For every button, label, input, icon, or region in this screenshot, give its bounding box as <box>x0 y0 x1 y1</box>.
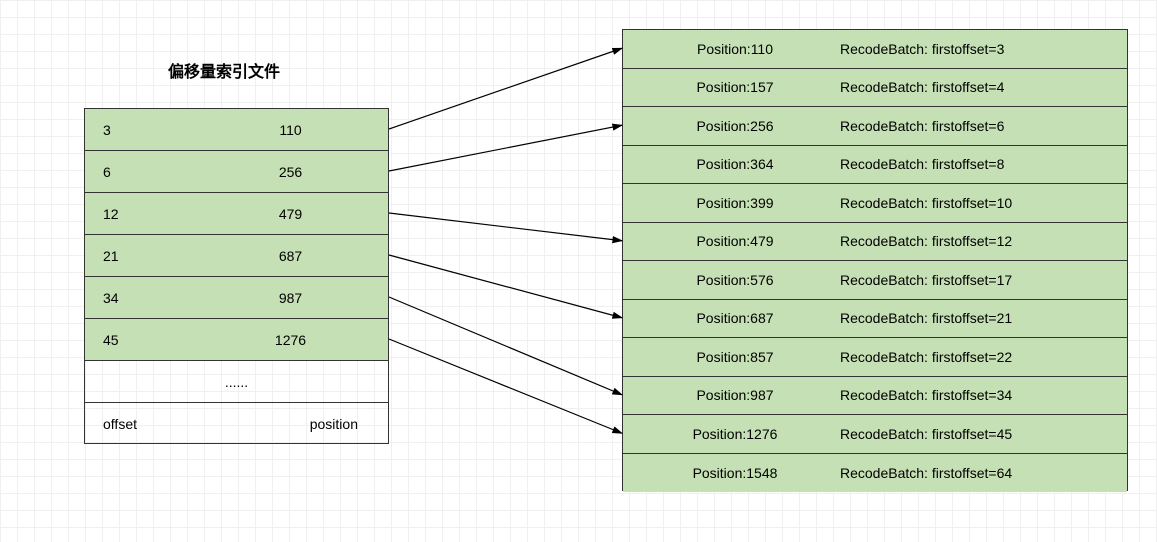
table-row: Position:576 RecodeBatch: firstoffset=17 <box>623 261 1127 300</box>
table-row: Position:364 RecodeBatch: firstoffset=8 <box>623 146 1127 185</box>
table-row: Position:1548 RecodeBatch: firstoffset=6… <box>623 454 1127 493</box>
ellipsis-label: ...... <box>225 374 248 390</box>
diagram-title: 偏移量索引文件 <box>168 58 280 82</box>
position-cell: 256 <box>193 164 388 180</box>
table-row: 12 479 <box>85 193 388 235</box>
mapping-arrow <box>389 125 622 171</box>
position-label: Position:1548 <box>670 465 800 481</box>
table-row: 21 687 <box>85 235 388 277</box>
offset-cell: 3 <box>85 122 193 138</box>
batch-label: RecodeBatch: firstoffset=17 <box>840 272 1080 288</box>
position-label: Position:987 <box>670 387 800 403</box>
position-cell: 1276 <box>193 332 388 348</box>
footer-position-label: position <box>223 416 388 432</box>
batch-label: RecodeBatch: firstoffset=12 <box>840 233 1080 249</box>
footer-row: offset position <box>85 403 388 445</box>
position-label: Position:364 <box>670 156 800 172</box>
mapping-arrow <box>389 255 622 318</box>
table-row: Position:110 RecodeBatch: firstoffset=3 <box>623 30 1127 69</box>
position-label: Position:256 <box>670 118 800 134</box>
table-row: 45 1276 <box>85 319 388 361</box>
position-label: Position:687 <box>670 310 800 326</box>
mapping-arrow <box>389 297 622 395</box>
batch-label: RecodeBatch: firstoffset=8 <box>840 156 1080 172</box>
position-cell: 479 <box>193 206 388 222</box>
offset-cell: 45 <box>85 332 193 348</box>
table-row: Position:256 RecodeBatch: firstoffset=6 <box>623 107 1127 146</box>
batch-label: RecodeBatch: firstoffset=21 <box>840 310 1080 326</box>
mapping-arrow <box>389 213 622 241</box>
batch-label: RecodeBatch: firstoffset=6 <box>840 118 1080 134</box>
batch-label: RecodeBatch: firstoffset=45 <box>840 426 1080 442</box>
table-row: Position:857 RecodeBatch: firstoffset=22 <box>623 338 1127 377</box>
table-row: Position:399 RecodeBatch: firstoffset=10 <box>623 184 1127 223</box>
batch-label: RecodeBatch: firstoffset=22 <box>840 349 1080 365</box>
mapping-arrow <box>389 339 622 433</box>
position-label: Position:857 <box>670 349 800 365</box>
footer-offset-label: offset <box>85 416 223 432</box>
position-cell: 687 <box>193 248 388 264</box>
table-row: Position:987 RecodeBatch: firstoffset=34 <box>623 377 1127 416</box>
position-cell: 987 <box>193 290 388 306</box>
position-cell: 110 <box>193 122 388 138</box>
table-row: 6 256 <box>85 151 388 193</box>
offset-cell: 21 <box>85 248 193 264</box>
mapping-arrow <box>389 48 622 129</box>
table-row: 34 987 <box>85 277 388 319</box>
offset-index-table: 3 110 6 256 12 479 21 687 34 987 45 1276… <box>84 108 389 444</box>
offset-cell: 6 <box>85 164 193 180</box>
recode-batch-table: Position:110 RecodeBatch: firstoffset=3 … <box>622 29 1128 491</box>
offset-cell: 12 <box>85 206 193 222</box>
offset-cell: 34 <box>85 290 193 306</box>
table-row: Position:479 RecodeBatch: firstoffset=12 <box>623 223 1127 262</box>
batch-label: RecodeBatch: firstoffset=4 <box>840 79 1080 95</box>
batch-label: RecodeBatch: firstoffset=64 <box>840 465 1080 481</box>
batch-label: RecodeBatch: firstoffset=3 <box>840 41 1080 57</box>
position-label: Position:110 <box>670 41 800 57</box>
position-label: Position:1276 <box>670 426 800 442</box>
position-label: Position:399 <box>670 195 800 211</box>
position-label: Position:479 <box>670 233 800 249</box>
position-label: Position:157 <box>670 79 800 95</box>
table-row: Position:687 RecodeBatch: firstoffset=21 <box>623 300 1127 339</box>
table-row: Position:1276 RecodeBatch: firstoffset=4… <box>623 415 1127 454</box>
batch-label: RecodeBatch: firstoffset=34 <box>840 387 1080 403</box>
position-label: Position:576 <box>670 272 800 288</box>
batch-label: RecodeBatch: firstoffset=10 <box>840 195 1080 211</box>
table-row: 3 110 <box>85 109 388 151</box>
table-row: Position:157 RecodeBatch: firstoffset=4 <box>623 69 1127 108</box>
ellipsis-row: ...... <box>85 361 388 403</box>
